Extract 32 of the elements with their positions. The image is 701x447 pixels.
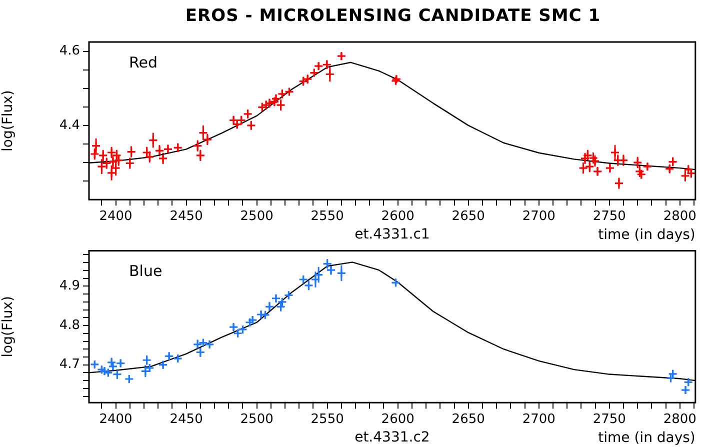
text: et.4331.c1 xyxy=(354,226,430,243)
x-tick-label: 2750 xyxy=(592,412,626,427)
x-tick-label: 2500 xyxy=(240,208,274,224)
x-tick-label: 2700 xyxy=(522,412,556,427)
x-axis-title: time (in days) xyxy=(598,430,696,446)
text: Red xyxy=(129,53,158,72)
y-tick-label: 4.4 xyxy=(59,118,80,133)
x-tick-label: 2550 xyxy=(310,208,344,224)
text: Blue xyxy=(129,262,162,280)
x-tick-label: 2600 xyxy=(381,208,414,224)
x-tick-label: 2800 xyxy=(663,208,696,224)
chart-title: EROS - MICROLENSING CANDIDATE SMC 1 xyxy=(184,6,602,26)
x-tick-label: 2600 xyxy=(381,412,414,427)
x-tick-label: 2400 xyxy=(99,412,132,427)
text: et.4331.c2 xyxy=(354,430,430,446)
x-tick-label: 2800 xyxy=(663,412,696,427)
x-tick-label: 2450 xyxy=(170,208,203,224)
x-tick-label: 2650 xyxy=(452,412,485,427)
y-axis-title: log(Flux) xyxy=(0,90,16,152)
y-tick-label: 4.9 xyxy=(59,278,80,294)
x-tick-label: 2650 xyxy=(452,208,485,224)
x-tick-label: 2550 xyxy=(310,412,344,427)
y-tick-label: 4.8 xyxy=(59,318,80,333)
y-axis-title: log(Flux) xyxy=(0,296,16,358)
x-tick-label: 2700 xyxy=(522,208,556,224)
x-axis-title: time (in days) xyxy=(598,227,696,244)
y-tick-label: 4.7 xyxy=(59,357,80,372)
x-tick-label: 2450 xyxy=(170,412,203,427)
x-tick-label: 2400 xyxy=(99,208,132,224)
y-tick-label: 4.6 xyxy=(59,44,80,59)
x-tick-label: 2500 xyxy=(240,412,274,427)
x-tick-label: 2750 xyxy=(592,208,626,224)
